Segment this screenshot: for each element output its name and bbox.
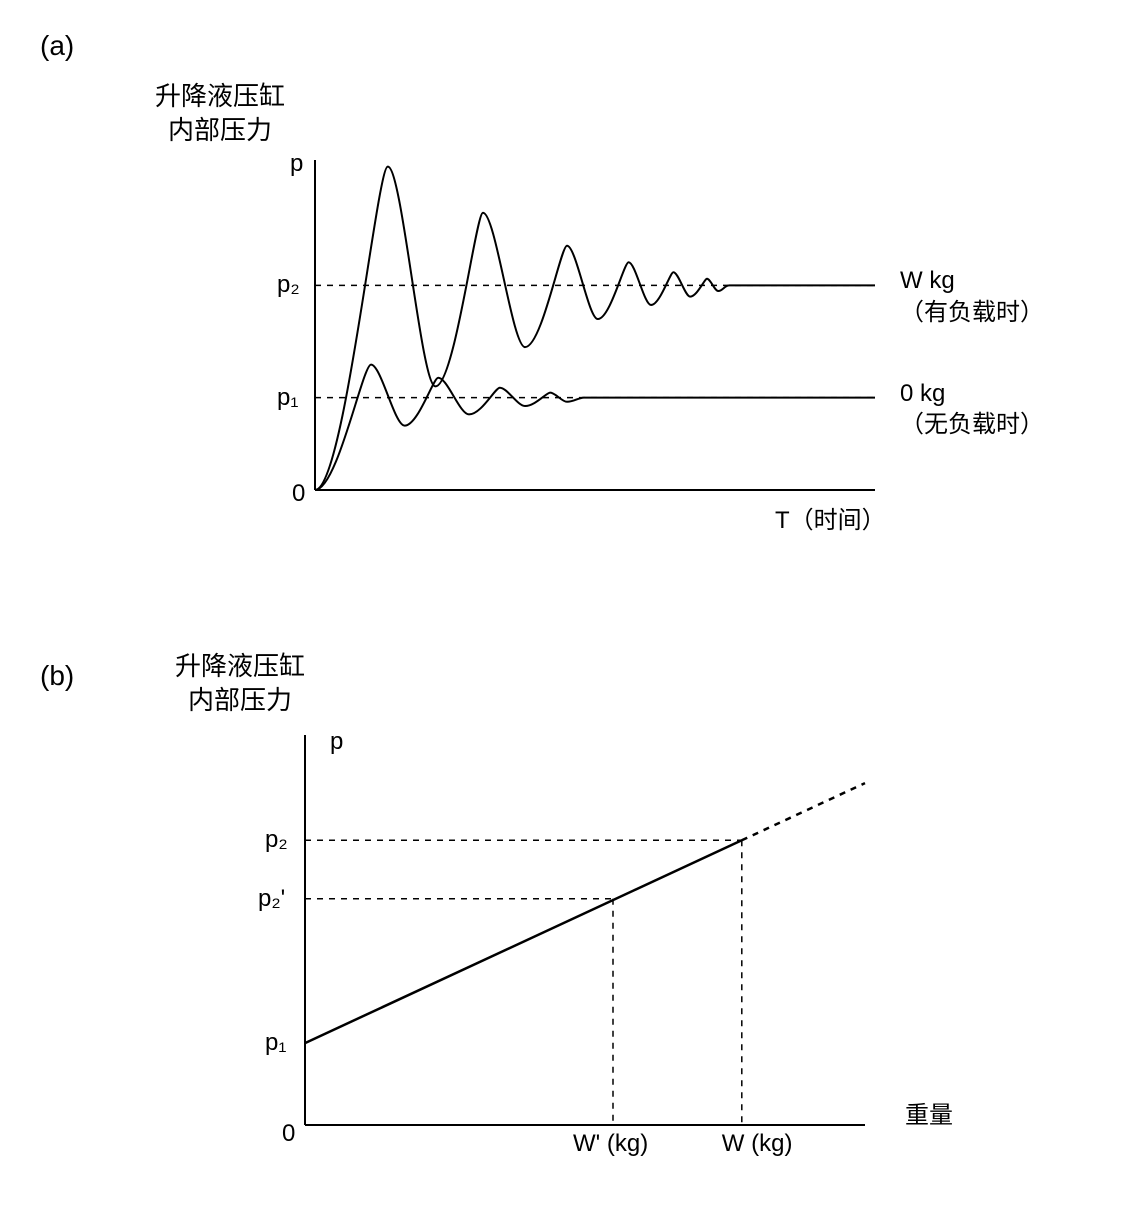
panel-a-unloaded-label: 0 kg （无负载时） [900, 378, 1044, 440]
panel-a-p-label: p [290, 150, 303, 178]
panel-a-loaded-line1: W kg [900, 265, 1044, 296]
panel-b-origin-label: 0 [282, 1120, 295, 1148]
panel-b-y-title: 升降液压缸内部压力 [175, 650, 305, 718]
panel-b-p1-label: p₁ [265, 1029, 286, 1057]
panel-a-unloaded-line1: 0 kg [900, 378, 1044, 409]
panel-b-p-label: p [330, 728, 343, 756]
panel-a-loaded-line2: （有负载时） [900, 297, 1044, 328]
figure-page: { "panel_a": { "label": "(a)", "label_po… [0, 0, 1128, 1232]
panel-a-x-axis-label: T（时间） [775, 500, 886, 535]
panel-b-p2p-label: p₂' [258, 885, 285, 913]
panel-a-plot [315, 160, 875, 490]
panel-a-p1-label: p₁ [277, 384, 298, 412]
panel-b-p2-label: p₂ [265, 826, 288, 854]
panel-b-x-axis-label: 重量 [905, 1095, 953, 1130]
panel-a-p2-label: p₂ [277, 271, 300, 299]
panel-a-y-title: 升降液压缸内部压力 [155, 80, 285, 148]
panel-a-label: (a) [40, 30, 74, 62]
panel-b-label: (b) [40, 660, 74, 692]
panel-b-y-title-text: 升降液压缸内部压力 [175, 651, 305, 715]
panel-a-y-title-text: 升降液压缸内部压力 [155, 81, 285, 145]
panel-a-unloaded-line2: （无负载时） [900, 409, 1044, 440]
panel-b-wprime-label: W' (kg) [573, 1130, 648, 1158]
panel-b-w-label: W (kg) [722, 1130, 793, 1158]
panel-a-loaded-label: W kg （有负载时） [900, 265, 1044, 327]
panel-b-plot [305, 735, 865, 1125]
panel-a-origin-label: 0 [292, 480, 305, 508]
